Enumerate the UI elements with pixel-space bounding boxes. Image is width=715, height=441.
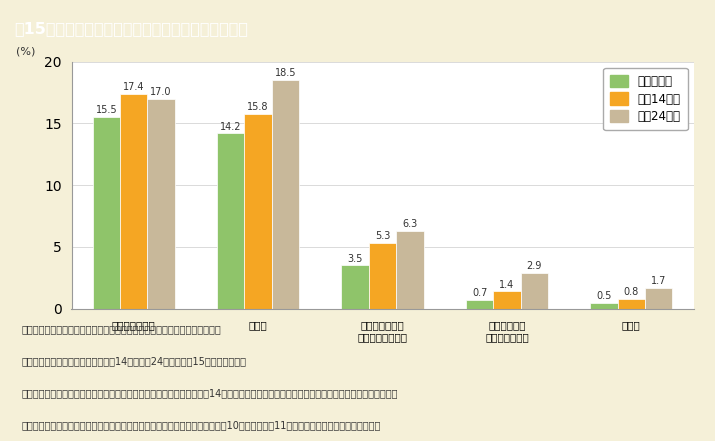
Bar <box>521 273 548 309</box>
Text: 2.9: 2.9 <box>527 261 542 271</box>
Bar <box>591 303 618 309</box>
Bar <box>272 80 299 309</box>
Text: 6.3: 6.3 <box>403 219 418 229</box>
Text: 1.4: 1.4 <box>499 280 515 290</box>
Bar <box>93 117 120 309</box>
Text: (%): (%) <box>16 47 35 57</box>
Bar <box>120 94 147 309</box>
Text: 14.2: 14.2 <box>220 122 242 131</box>
Text: ６級（同旧７，８級），本省課室長・地方機関の長級は，同７～10級（同旧９～11級）の適用者に占める女性の割合。: ６級（同旧７，８級），本省課室長・地方機関の長級は，同７～10級（同旧９～11級… <box>21 420 380 430</box>
Bar <box>466 300 493 309</box>
Bar <box>245 114 272 309</box>
Text: 1.7: 1.7 <box>651 276 666 286</box>
Text: 5.3: 5.3 <box>375 232 390 241</box>
Text: ２．平成４年度は年度末，14年度及び24年度は１月15日現在の割合。: ２．平成４年度は年度末，14年度及び24年度は１月15日現在の割合。 <box>21 356 246 366</box>
Text: 第15図　一般職国家公務員の役職段階別の女性割合: 第15図 一般職国家公務員の役職段階別の女性割合 <box>14 22 248 37</box>
Text: 18.5: 18.5 <box>275 68 296 78</box>
Bar <box>217 133 245 309</box>
Bar <box>645 288 672 309</box>
Bar <box>493 292 521 309</box>
Bar <box>618 299 645 309</box>
Bar <box>369 243 396 309</box>
Text: ３．係長級は，行政職俸給表（一）３，４級（平成４年度及び14年度は旧４～６級），本省課長補佐・地方機関の課長級は，同５，: ３．係長級は，行政職俸給表（一）３，４級（平成４年度及び14年度は旧４～６級），… <box>21 388 398 398</box>
Text: 17.4: 17.4 <box>123 82 144 92</box>
Legend: 平成４年度, 平成14年度, 平成24年度: 平成４年度, 平成14年度, 平成24年度 <box>603 67 688 131</box>
Text: 3.5: 3.5 <box>347 254 363 264</box>
Text: 15.5: 15.5 <box>96 105 117 116</box>
Text: 15.8: 15.8 <box>247 102 269 112</box>
Text: 0.7: 0.7 <box>472 288 487 298</box>
Bar <box>147 99 174 309</box>
Bar <box>342 265 369 309</box>
Text: （備考）１．人事院「一般職の国家公務員の任用状況調査報告」より作成。: （備考）１．人事院「一般職の国家公務員の任用状況調査報告」より作成。 <box>21 324 221 334</box>
Bar <box>396 231 423 309</box>
Text: 17.0: 17.0 <box>150 87 172 97</box>
Text: 0.8: 0.8 <box>623 287 639 297</box>
Text: 0.5: 0.5 <box>596 291 611 301</box>
